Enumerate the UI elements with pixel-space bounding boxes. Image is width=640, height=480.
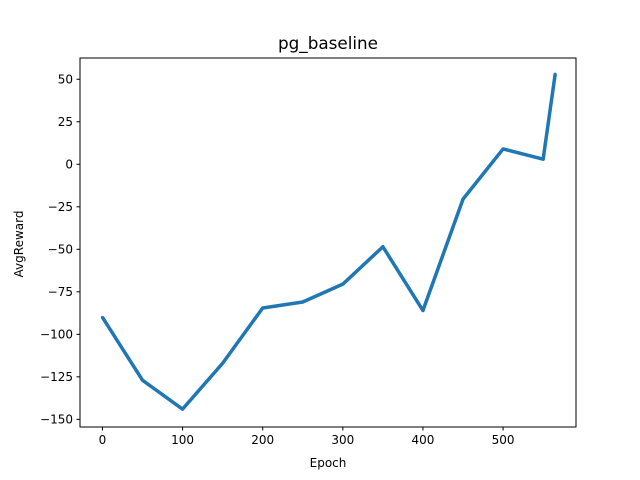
data-point (501, 147, 505, 151)
data-point (341, 282, 345, 286)
y-tick-label: 25 (58, 115, 73, 129)
y-tick-label: −25 (48, 200, 73, 214)
data-point (301, 300, 305, 304)
series-points (100, 72, 557, 411)
y-tick-label: 0 (65, 158, 73, 172)
y-tick-label: −50 (48, 243, 73, 257)
x-tick-label: 400 (412, 433, 435, 447)
data-point (221, 361, 225, 365)
chart-title: pg_baseline (278, 33, 378, 54)
y-tick-label: −125 (40, 370, 73, 384)
y-tick-label: 50 (58, 73, 73, 87)
data-point (261, 306, 265, 310)
x-tick-label: 0 (99, 433, 107, 447)
x-tick-label: 200 (251, 433, 274, 447)
data-point (461, 197, 465, 201)
x-tick-label: 500 (492, 433, 515, 447)
data-point (541, 157, 545, 161)
x-axis-ticks: 0 100 200 300 400 500 (99, 427, 515, 447)
y-tick-label: −75 (48, 285, 73, 299)
data-point (141, 378, 145, 382)
axes-frame (79, 57, 577, 428)
x-tick-label: 100 (171, 433, 194, 447)
data-point (100, 315, 104, 319)
data-point (553, 72, 557, 76)
y-axis-ticks: 50 25 0 −25 −50 −75 −100 −125 −150 (40, 73, 80, 427)
data-point (421, 309, 425, 313)
y-tick-label: −100 (40, 328, 73, 342)
x-axis-label: Epoch (310, 456, 347, 470)
data-point (381, 245, 385, 249)
data-point (181, 407, 185, 411)
plot-area (100, 72, 557, 411)
y-tick-label: −150 (40, 413, 73, 427)
x-tick-label: 300 (331, 433, 354, 447)
y-axis-label: AvgReward (12, 211, 26, 278)
